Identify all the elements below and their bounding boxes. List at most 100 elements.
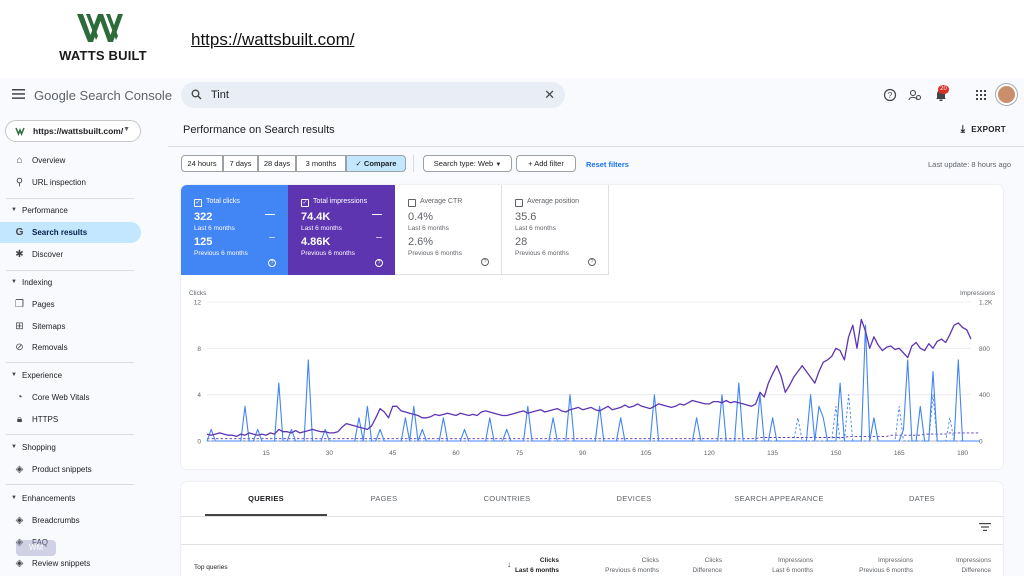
metric-total-impressions[interactable]: ✓ Total impressions 74.4K — Last 6 month… [288,185,395,275]
metric-period: Last 6 months [515,225,556,232]
tab-pages[interactable]: PAGES [370,494,398,503]
clear-search-icon[interactable]: ✕ [544,87,555,102]
metric-average-position[interactable]: Average position 35.6 Last 6 months 28 P… [502,185,609,275]
help-icon[interactable]: ? [268,259,276,267]
help-icon[interactable]: ? [481,258,489,266]
range-28-days[interactable]: 28 days [258,155,296,172]
sidebar-divider [6,484,134,485]
checkbox-unchecked-icon[interactable] [515,199,523,207]
search-box[interactable]: ✕ [181,82,565,108]
table-header-divider [181,544,1003,545]
metric-value: 322 [194,211,213,223]
range-24-hours[interactable]: 24 hours [181,155,223,172]
product-title[interactable]: Google Search Console [34,88,172,103]
sidebar-item-faq[interactable]: ◈ FAQ [0,532,141,553]
add-filter-label: Add filter [534,159,564,168]
apps-grid-icon[interactable] [974,88,988,102]
section-experience[interactable]: ▼ Experience [0,369,141,383]
help-icon[interactable]: ? [375,259,383,267]
tab-search-appearance[interactable]: SEARCH APPEARANCE [734,494,824,503]
metric-period: Last 6 months [408,225,449,232]
sidebar-item-search-results[interactable]: G Search results [0,222,141,243]
chart-lines [206,318,980,442]
sidebar-item-overview[interactable]: ⌂ Overview [0,150,141,171]
chevron-down-icon: ▼ [11,495,17,501]
property-selector[interactable]: https://wattsbuilt.com/ ▼ [5,120,141,142]
tab-dates[interactable]: DATES [909,494,935,503]
top-queries-header: Top queries [194,564,228,571]
sidebar-item-removals[interactable]: ⊘ Removals [0,337,141,358]
active-tab-indicator [205,514,327,516]
help-icon[interactable]: ? [588,258,596,266]
series-line-impressions [206,318,972,438]
sidebar-item-core-web-vitals[interactable]: ◔ Core Web Vitals [0,387,141,408]
manage-users-icon[interactable] [908,88,922,102]
export-label: EXPORT [971,125,1006,134]
section-enhancements[interactable]: ▼ Enhancements [0,492,141,506]
section-indexing[interactable]: ▼ Indexing [0,276,141,290]
performance-chart-card: ✓ Total clicks 322 — Last 6 months 125 ┄… [181,185,1003,469]
website-link[interactable]: https://wattsbuilt.com/ [191,30,355,49]
sitemap-icon: ⊞ [15,321,24,332]
diamond-stack-icon: ◈ [15,515,24,526]
metric-prev-period: Previous 6 months [515,250,569,257]
sidebar-item-label: Removals [32,343,68,352]
range-7-days[interactable]: 7 days [223,155,258,172]
sidebar-item-discover[interactable]: ✱ Discover [0,244,141,265]
google-wordmark-text: Google [34,88,76,103]
sidebar-item-pages[interactable]: ❐ Pages [0,294,141,315]
sidebar-item-product-snippets[interactable]: ◈ Product snippets [0,459,141,480]
solid-line-legend-icon: — [372,209,382,220]
section-shopping[interactable]: ▼ Shopping [0,441,141,455]
column-header-impressions-last[interactable]: Impressions Last 6 months [772,556,813,576]
site-favicon-icon [15,127,25,136]
metric-period: Last 6 months [301,225,342,232]
sidebar-item-url-inspection[interactable]: ⚲ URL inspection [0,172,141,193]
checkbox-checked-icon[interactable]: ✓ [194,199,202,207]
banner: WATTS BUILT https://wattsbuilt.com/ [0,0,1024,78]
range-compare[interactable]: ✓ Compare [346,155,406,172]
y-tick-label-left: 12 [194,300,202,307]
y-tick-label-right: 1.2K [979,300,993,307]
column-header-impressions-difference[interactable]: Impressions Difference [956,556,991,576]
tab-devices[interactable]: DEVICES [616,494,652,503]
help-icon[interactable]: ? [883,88,897,102]
checkbox-checked-icon[interactable]: ✓ [301,199,309,207]
account-avatar[interactable] [996,84,1017,105]
sort-descending-icon[interactable]: ↓ [507,560,511,569]
export-button[interactable]: ⤓ EXPORT [961,124,1006,135]
sidebar-item-breadcrumbs[interactable]: ◈ Breadcrumbs [0,510,141,531]
column-header-clicks-last[interactable]: Clicks Last 6 months [515,556,559,576]
search-icon [191,89,202,100]
tab-countries[interactable]: COUNTRIES [483,494,531,503]
x-tick-label: 120 [704,450,715,457]
add-filter-button[interactable]: + Add filter [516,155,576,172]
top-bar: Google Search Console ✕ ? 20 [0,78,1024,114]
column-header-clicks-difference[interactable]: Clicks Difference [692,556,722,576]
checkbox-unchecked-icon[interactable] [408,199,416,207]
section-performance[interactable]: ▼ Performance [0,204,141,218]
sidebar-item-https[interactable]: 🔒︎ HTTPS [0,409,141,430]
brand-name: WATTS BUILT [59,48,147,63]
sidebar-item-review-snippets[interactable]: ◈ Review snippets [0,553,141,574]
menu-icon[interactable] [12,88,26,100]
filter-separator [413,155,414,172]
y-tick-label-left: 4 [197,392,201,399]
search-input[interactable] [211,86,511,104]
reset-filters-link[interactable]: Reset filters [586,160,629,169]
metric-title: Total clicks [206,198,240,205]
search-type-filter[interactable]: Search type: Web ▼ [423,155,512,172]
column-header-impressions-previous[interactable]: Impressions Previous 6 months [859,556,913,576]
metric-total-clicks[interactable]: ✓ Total clicks 322 — Last 6 months 125 ┄… [181,185,288,275]
column-header-sub: Last 6 months [514,567,559,574]
tab-queries[interactable]: QUERIES [248,494,284,503]
filter-rows-icon[interactable] [979,522,991,532]
sidebar-item-sitemaps[interactable]: ⊞ Sitemaps [0,316,141,337]
metric-average-ctr[interactable]: Average CTR 0.4% Last 6 months 2.6% Prev… [395,185,502,275]
range-3-months[interactable]: 3 months [296,155,346,172]
diamond-stack-icon: ◈ [15,464,24,475]
sidebar-item-label: Discover [32,250,64,259]
column-header-clicks-previous[interactable]: Clicks Previous 6 months [605,556,659,576]
